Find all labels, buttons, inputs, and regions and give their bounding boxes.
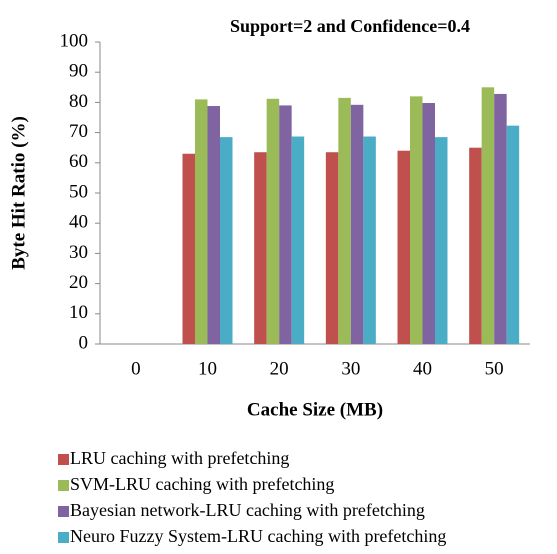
- y-tick-label: 60: [69, 151, 88, 172]
- y-tick-label: 0: [79, 332, 89, 353]
- bar: [481, 87, 495, 345]
- bar: [363, 136, 376, 344]
- x-tick-label: 30: [341, 358, 360, 379]
- legend-label: LRU caching with prefetching: [70, 448, 289, 468]
- bar: [220, 137, 233, 344]
- legend-label: Neuro Fuzzy System-LRU caching with pref…: [70, 526, 446, 546]
- y-axis-label: Byte Hit Ratio (%): [8, 116, 29, 270]
- bar: [469, 147, 482, 344]
- bar: [422, 103, 435, 344]
- y-tick-label: 50: [69, 181, 88, 202]
- y-tick-label: 20: [69, 272, 88, 293]
- y-tick-label: 100: [60, 30, 89, 51]
- x-tick-label: 10: [198, 358, 217, 379]
- bar: [410, 96, 423, 344]
- legend-label: Bayesian network-LRU caching with prefet…: [70, 500, 425, 520]
- x-tick-label: 0: [131, 358, 141, 379]
- y-tick-label: 90: [69, 61, 88, 82]
- bar: [207, 106, 220, 344]
- bar: [397, 150, 410, 344]
- bar: [506, 125, 520, 345]
- chart-title: Support=2 and Confidence=0.4: [230, 16, 470, 36]
- bar: [325, 152, 339, 344]
- y-tick-label: 10: [69, 302, 88, 323]
- legend-swatch: [58, 532, 69, 543]
- y-tick-label: 40: [69, 212, 88, 233]
- y-tick-label: 30: [69, 242, 88, 263]
- x-tick-label: 50: [485, 358, 504, 379]
- y-tick-label: 70: [69, 121, 88, 142]
- legend-swatch: [58, 454, 69, 465]
- bar: [266, 98, 280, 344]
- legend-swatch: [58, 506, 69, 517]
- bar: [195, 99, 208, 344]
- bar: [435, 137, 448, 344]
- bar: [254, 152, 267, 344]
- y-tick-label: 80: [69, 91, 88, 112]
- bar: [338, 97, 351, 345]
- legend-label: SVM-LRU caching with prefetching: [70, 474, 334, 494]
- x-tick-label: 40: [413, 358, 432, 379]
- x-axis-label: Cache Size (MB): [247, 399, 383, 420]
- bar: [350, 104, 364, 344]
- x-tick-label: 20: [270, 358, 289, 379]
- legend-swatch: [58, 480, 69, 491]
- bar: [494, 93, 507, 344]
- bar: [291, 136, 305, 344]
- bar: [182, 153, 195, 344]
- bar: [279, 105, 292, 344]
